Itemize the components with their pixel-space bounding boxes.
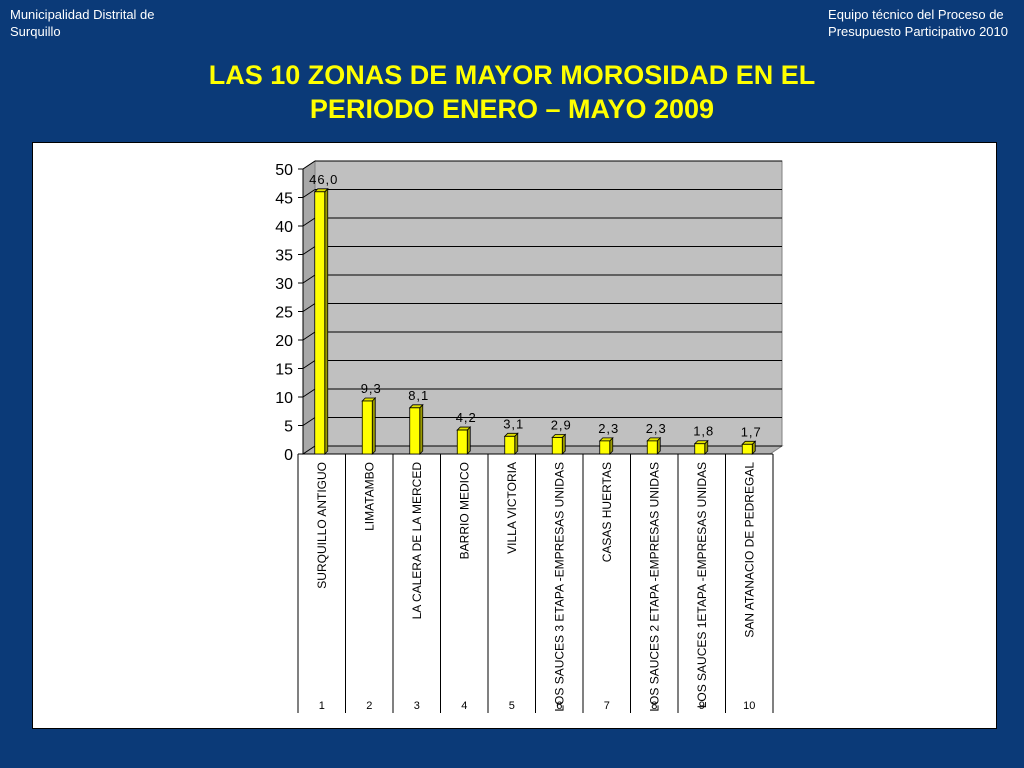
bar	[409, 407, 421, 455]
category-number: 3	[414, 700, 420, 712]
header-right-line1: Equipo técnico del Proceso de	[828, 7, 1004, 22]
data-label: 1,8	[693, 424, 714, 439]
category-number: 10	[743, 700, 755, 712]
gridline-side	[302, 246, 316, 255]
data-label: 8,1	[408, 388, 429, 403]
category-label: LOS SAUCES 3 ETAPA -EMPRESAS UNIDAS	[552, 462, 566, 712]
gridline-side	[302, 445, 316, 455]
y-tick-label: 5	[284, 419, 293, 436]
category-number: 6	[556, 700, 562, 712]
category-label: SURQUILLO ANTIGUO	[315, 462, 329, 589]
y-tick-label: 35	[275, 248, 293, 265]
y-tick-label: 45	[275, 191, 293, 208]
gridline-side	[302, 160, 316, 170]
chart-panel: 0 5 10 15 20 25 30 35 40 45 50 46,0 SURQUILLO ANTIGU…	[32, 142, 997, 729]
y-tick-label: 25	[275, 305, 293, 322]
data-label: 2,3	[598, 421, 619, 436]
category-label: CASAS HUERTAS	[600, 462, 614, 562]
bar	[314, 191, 326, 455]
category-number: 2	[366, 700, 372, 712]
bar	[741, 443, 753, 455]
category-number: 5	[509, 700, 515, 712]
bar-side	[466, 426, 471, 455]
y-tick-label: 20	[275, 333, 293, 350]
category-label: LOS SAUCES 1ETAPA -EMPRESAS UNIDAS	[695, 462, 709, 708]
data-label: 9,3	[361, 381, 382, 396]
bar	[456, 429, 468, 455]
header-left-line2: Surquillo	[10, 24, 61, 39]
category-label: VILLA VICTORIA	[505, 462, 519, 554]
bar	[551, 437, 563, 455]
y-tick-label: 30	[275, 276, 293, 293]
data-label: 3,1	[503, 416, 524, 431]
header-left: Municipalidad Distrital de Surquillo	[10, 6, 155, 40]
bar	[361, 400, 373, 455]
bar-side	[324, 187, 329, 455]
category-label: LA CALERA DE LA MERCED	[410, 462, 424, 620]
y-tick-label: 40	[275, 219, 293, 236]
gridline-side	[302, 303, 316, 312]
bar	[599, 440, 611, 455]
category-label: LOS SAUCES 2 ETAPA -EMPRESAS UNIDAS	[647, 462, 661, 712]
bar	[694, 443, 706, 455]
gridline-side	[302, 331, 316, 341]
header-right-line2: Presupuesto Participativo 2010	[828, 24, 1008, 39]
data-label: 2,3	[646, 421, 667, 436]
category-number: 1	[319, 700, 325, 712]
data-label: 2,9	[551, 417, 572, 432]
category-number: 9	[699, 700, 705, 712]
data-label: 46,0	[309, 172, 338, 187]
gridline-side	[302, 189, 316, 198]
y-tick-label: 50	[275, 162, 293, 179]
title-line1: LAS 10 ZONAS DE MAYOR MOROSIDAD EN EL	[208, 60, 816, 90]
gridline-side	[302, 388, 316, 398]
title-line2: PERIODO ENERO – MAYO 2009	[309, 94, 715, 124]
bar-side	[371, 397, 376, 455]
category-number: 8	[651, 700, 657, 712]
header-left-line1: Municipalidad Distrital de	[10, 7, 155, 22]
gridline-side	[302, 217, 316, 227]
category-label: SAN ATANACIO DE PEDREGAL	[742, 462, 756, 638]
category-label: BARRIO MEDICO	[457, 462, 471, 559]
page-title: LAS 10 ZONAS DE MAYOR MOROSIDAD EN EL PE…	[0, 58, 1024, 126]
bar	[504, 435, 516, 455]
category-label: LIMATAMBO	[362, 462, 376, 531]
gridline-side	[302, 360, 316, 369]
y-tick-label: 10	[275, 390, 293, 407]
gridline-side	[302, 417, 316, 426]
bar	[646, 440, 658, 455]
header-right: Equipo técnico del Proceso de Presupuest…	[828, 6, 1008, 40]
gridline-side	[302, 274, 316, 284]
category-number: 7	[604, 700, 610, 712]
category-number: 4	[461, 700, 467, 712]
data-label: 1,7	[741, 424, 762, 439]
y-tick-label: 15	[275, 362, 293, 379]
y-tick-label: 0	[284, 447, 293, 464]
bar-side	[419, 403, 424, 455]
data-label: 4,2	[456, 410, 477, 425]
